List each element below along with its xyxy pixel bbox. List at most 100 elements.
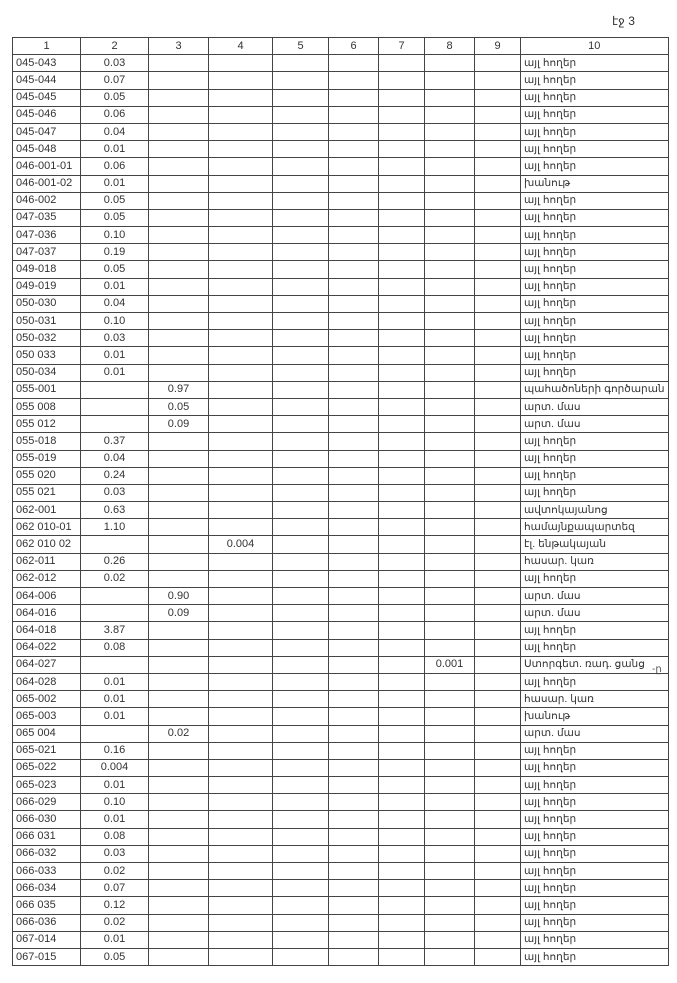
area-cell xyxy=(328,724,379,743)
area-cell: 0.24 xyxy=(80,466,149,485)
land-use-cell: այլ հողեր xyxy=(520,672,669,692)
area-cell xyxy=(208,157,273,176)
area-cell xyxy=(328,810,379,829)
area-cell xyxy=(272,415,329,434)
area-cell xyxy=(424,930,475,949)
area-cell xyxy=(328,449,379,468)
area-cell xyxy=(474,105,521,124)
area-cell xyxy=(208,690,273,709)
land-use-cell: Ստորգետ. ռադ. ցանց xyxy=(520,655,669,674)
area-cell xyxy=(272,140,329,159)
table-row: 066 035 0.12 այլ հողեր xyxy=(12,896,669,915)
area-cell xyxy=(328,329,379,348)
area-cell xyxy=(378,861,425,881)
table-row: 045-043 0.03 այլ հողեր xyxy=(12,54,669,73)
area-cell xyxy=(424,294,475,314)
area-cell xyxy=(208,397,273,417)
area-cell xyxy=(378,432,425,451)
area-cell xyxy=(148,810,209,829)
table-row: 064-022 0.08 այլ հողեր xyxy=(12,638,669,657)
area-cell xyxy=(474,586,521,606)
area-cell xyxy=(424,226,475,245)
area-cell xyxy=(208,793,273,812)
column-header: 3 xyxy=(148,36,209,56)
area-cell xyxy=(148,690,209,709)
area-cell xyxy=(328,174,379,193)
area-cell xyxy=(328,260,379,279)
table-row: 064-027 0.001 Ստորգետ. ռադ. ցանց xyxy=(12,655,669,674)
parcel-code-cell: 050-032 xyxy=(12,329,81,348)
land-use-cell: այլ հողեր xyxy=(520,776,669,795)
area-cell xyxy=(208,466,273,485)
area-cell xyxy=(424,758,475,778)
area-cell xyxy=(272,827,329,846)
area-cell xyxy=(272,793,329,812)
parcel-code-cell: 055 021 xyxy=(12,483,81,503)
land-register-table: 1 2 3 4 5 6 7 8 9 10 045-043 0.03 այլ հողեր 045-044 0… xyxy=(12,36,669,967)
parcel-code-cell: 062-012 xyxy=(12,569,81,589)
area-cell xyxy=(424,535,475,554)
area-cell xyxy=(328,208,379,228)
area-cell xyxy=(272,724,329,743)
area-cell xyxy=(272,157,329,176)
land-use-cell: արտ. մաս xyxy=(520,724,669,743)
area-cell xyxy=(272,655,329,674)
area-cell xyxy=(208,363,273,382)
area-cell xyxy=(378,655,425,674)
area-cell xyxy=(474,724,521,743)
area-cell: 0.10 xyxy=(80,311,149,331)
table-row: 062-001 0.63 ավտոկայանոց xyxy=(12,501,669,520)
parcel-code-cell: 055 008 xyxy=(12,397,81,417)
land-use-cell: այլ հողեր xyxy=(520,294,669,314)
area-cell: 0.05 xyxy=(148,397,209,417)
parcel-code-cell: 062-011 xyxy=(12,552,81,571)
area-cell xyxy=(272,913,329,932)
land-use-cell: այլ հողեր xyxy=(520,71,669,90)
area-cell xyxy=(474,140,521,159)
area-cell xyxy=(424,329,475,348)
area-cell xyxy=(148,913,209,932)
land-use-cell: այլ հողեր xyxy=(520,913,669,932)
area-cell xyxy=(208,861,273,881)
area-cell xyxy=(328,793,379,812)
area-cell xyxy=(148,191,209,210)
area-cell xyxy=(208,449,273,468)
area-cell xyxy=(378,105,425,124)
land-use-cell: այլ հողեր xyxy=(520,947,669,967)
parcel-code-cell: 064-027 xyxy=(12,655,81,674)
area-cell xyxy=(328,483,379,503)
area-cell xyxy=(328,518,379,537)
column-header: 8 xyxy=(424,36,475,56)
area-cell xyxy=(474,638,521,657)
area-cell: 0.01 xyxy=(80,776,149,795)
area-cell xyxy=(148,655,209,674)
area-cell xyxy=(424,122,475,142)
area-cell xyxy=(424,518,475,537)
area-cell xyxy=(148,844,209,864)
area-cell xyxy=(208,913,273,932)
table-row: 045-047 0.04 այլ հողեր xyxy=(12,122,669,142)
area-cell xyxy=(378,913,425,932)
land-use-cell: այլ հողեր xyxy=(520,260,669,279)
land-use-cell: այլ հողեր xyxy=(520,621,669,640)
area-cell xyxy=(208,896,273,915)
land-use-cell: այլ հողեր xyxy=(520,793,669,812)
parcel-code-cell: 066-034 xyxy=(12,879,81,898)
table-row: 055 021 0.03 այլ հողեր xyxy=(12,483,669,503)
land-use-cell: այլ հողեր xyxy=(520,896,669,915)
parcel-code-cell: 055-018 xyxy=(12,432,81,451)
area-cell xyxy=(272,501,329,520)
area-cell: 0.02 xyxy=(80,861,149,881)
area-cell xyxy=(424,604,475,623)
area-cell xyxy=(378,140,425,159)
area-cell xyxy=(148,208,209,228)
table-row: 055 020 0.24 այլ հողեր xyxy=(12,466,669,485)
area-cell xyxy=(208,518,273,537)
area-cell xyxy=(378,71,425,90)
area-cell xyxy=(378,672,425,692)
area-cell xyxy=(208,226,273,245)
land-use-cell: արտ. մաս xyxy=(520,397,669,417)
area-cell xyxy=(474,827,521,846)
area-cell xyxy=(474,879,521,898)
parcel-code-cell: 066-030 xyxy=(12,810,81,829)
